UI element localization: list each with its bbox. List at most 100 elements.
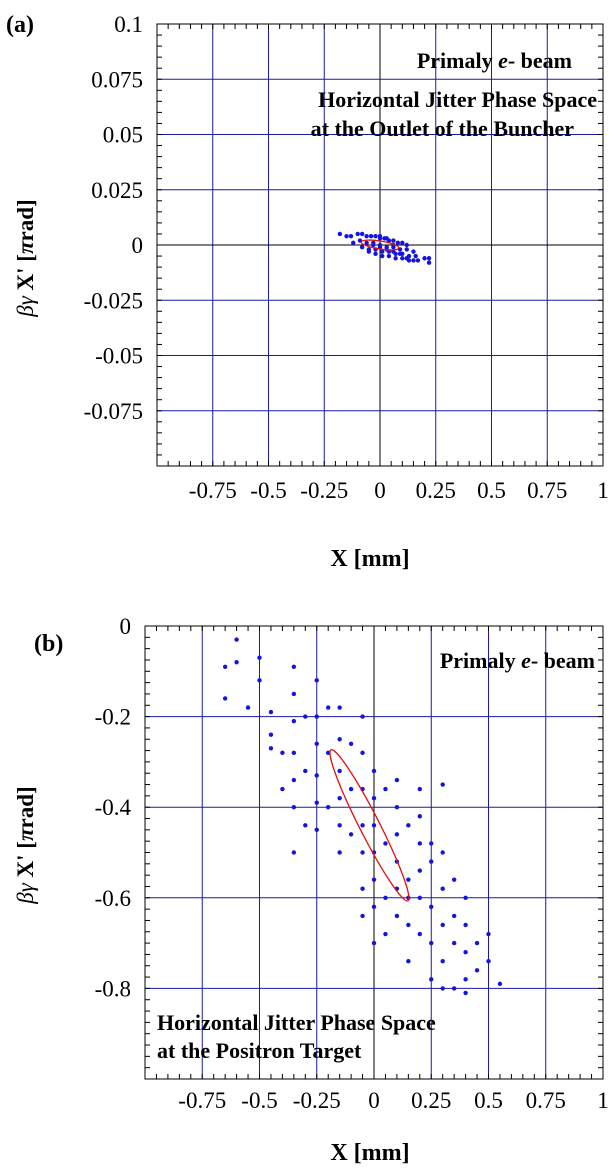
data-point: [280, 750, 285, 756]
data-point: [451, 986, 457, 991]
annotation-b-line1: Horizontal Jitter Phase Space: [157, 1010, 436, 1035]
emittance-ellipse: [329, 749, 410, 902]
data-point: [291, 664, 297, 669]
data-point: [463, 949, 468, 955]
data-point: [394, 913, 400, 919]
y-tick-label: -0.4: [95, 795, 132, 820]
data-point: [222, 664, 228, 669]
data-point: [417, 895, 422, 900]
x-tick-label: 0: [374, 478, 386, 503]
data-point: [429, 904, 434, 910]
chart-panel-b: (b) -0.75 -0.5 -0.25 0 0.25 0.5 0.75 1 0 -0.2 -0.4…: [13, 614, 609, 1166]
data-point: [417, 868, 422, 873]
chart-a-frame: [156, 23, 604, 467]
data-point: [497, 981, 503, 987]
data-point: [371, 940, 377, 946]
data-point: [360, 850, 365, 855]
x-axis-label-b: X [mm]: [330, 1140, 409, 1166]
data-point: [359, 245, 365, 250]
data-point: [380, 253, 385, 259]
data-point: [373, 233, 378, 239]
y-tick-label: -0.6: [95, 886, 131, 911]
data-point: [291, 805, 297, 810]
data-point: [440, 782, 445, 787]
data-point: [474, 968, 480, 973]
data-point: [440, 986, 445, 991]
x-tick-label: -0.5: [241, 1088, 277, 1113]
data-point: [406, 922, 411, 928]
data-point: [314, 714, 319, 719]
data-point: [406, 823, 411, 828]
panel-label-a: (a): [6, 12, 34, 38]
data-point: [291, 718, 297, 724]
data-point: [422, 256, 427, 261]
data-point: [360, 886, 365, 891]
data-point: [348, 233, 354, 239]
x-tick-label: 1: [597, 1088, 609, 1113]
y-axis-label-b: βγ X' [πrad]: [13, 786, 38, 904]
data-point: [400, 256, 405, 261]
data-point: [429, 859, 434, 864]
data-point: [404, 247, 409, 252]
x-tick-label: 0: [368, 1088, 380, 1113]
y-tick-label: -0.05: [95, 344, 143, 369]
data-point: [380, 249, 385, 254]
data-point: [360, 750, 365, 756]
data-point: [394, 777, 400, 783]
data-point: [291, 777, 297, 783]
data-point: [303, 768, 308, 774]
data-point: [383, 931, 388, 937]
y-tick-label: 0: [120, 614, 132, 639]
data-point: [314, 827, 319, 833]
data-point: [257, 655, 262, 660]
data-point: [463, 977, 468, 982]
emittance-ellipse: [360, 239, 400, 251]
data-point: [429, 841, 434, 846]
data-point: [426, 260, 432, 265]
data-point: [404, 256, 409, 261]
data-point: [303, 714, 308, 719]
data-point: [257, 678, 262, 683]
data-point: [451, 913, 457, 919]
data-point: [337, 705, 342, 710]
data-point: [359, 231, 365, 237]
data-point: [411, 249, 416, 254]
data-point: [371, 795, 377, 801]
x-tick-label: 0.75: [527, 478, 567, 503]
chart-panel-a: (a) -0.75 -0.5 -0.25 0 0.25 0.5 0.75 1 0.1 0.075 0…: [6, 12, 609, 572]
data-point: [394, 832, 400, 837]
data-point: [337, 795, 342, 801]
annotation-a-beam: Primaly e- beam: [417, 48, 572, 73]
y-tick-label: -0.8: [95, 976, 131, 1001]
y-tick-label: 0: [132, 233, 144, 258]
data-point: [406, 877, 411, 882]
annotation-b-beam: Primaly e- beam: [440, 648, 595, 673]
data-point: [371, 877, 377, 882]
data-point: [326, 750, 331, 756]
data-point: [291, 850, 297, 855]
data-point: [268, 746, 274, 751]
data-point: [314, 773, 319, 778]
data-point: [291, 750, 297, 756]
y-tick-label: 0.1: [114, 12, 143, 37]
annotation-b-line2: at the Positron Target: [157, 1038, 362, 1063]
y-tick-label: -0.075: [84, 399, 143, 424]
data-point: [337, 768, 342, 774]
data-point: [406, 959, 411, 964]
data-point: [404, 242, 409, 248]
chart-a-tick-labels: -0.75 -0.5 -0.25 0 0.25 0.5 0.75 1 0.1 0.075 0.05 0…: [84, 12, 609, 503]
data-point: [394, 805, 400, 810]
data-point: [314, 741, 319, 746]
data-point: [391, 238, 396, 243]
data-point: [314, 800, 319, 805]
x-tick-label: 0.25: [416, 478, 456, 503]
chart-b-tick-labels: -0.75 -0.5 -0.25 0 0.25 0.5 0.75 1 0 -0.2 -0.4 -0.6…: [95, 614, 609, 1113]
data-point: [371, 904, 377, 910]
data-point: [451, 940, 457, 946]
y-tick-label: 0.025: [91, 178, 143, 203]
data-point: [411, 258, 416, 263]
x-tick-label: -0.25: [300, 478, 348, 503]
data-point: [348, 786, 354, 792]
data-point: [383, 841, 388, 846]
x-tick-label: -0.75: [178, 1088, 226, 1113]
